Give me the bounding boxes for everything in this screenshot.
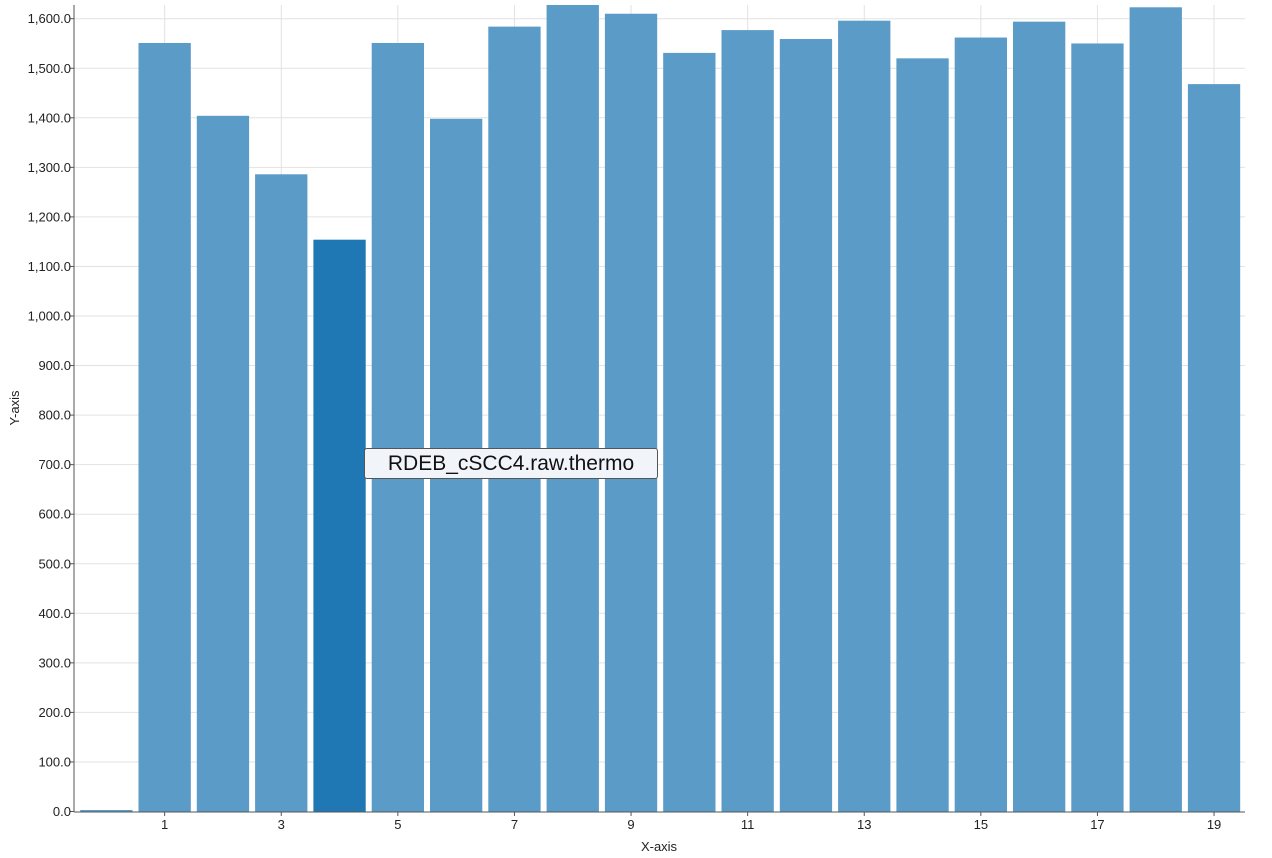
axes: [73, 5, 1245, 813]
bar[interactable]: [896, 58, 949, 812]
bar[interactable]: [546, 5, 599, 812]
y-tick-label: 300.0: [38, 655, 71, 670]
bar-tooltip: RDEB_cSCC4.raw.thermo: [364, 448, 658, 479]
y-axis-label: Y-axis: [7, 390, 22, 425]
bar[interactable]: [838, 20, 891, 812]
y-tick-label: 900.0: [38, 358, 71, 373]
bar[interactable]: [371, 42, 424, 812]
x-tick-label: 9: [627, 817, 634, 832]
bar[interactable]: [1129, 7, 1182, 812]
y-tick-label: 1,400.0: [28, 110, 71, 125]
bar[interactable]: [663, 52, 716, 812]
bar[interactable]: [1071, 43, 1124, 812]
bar[interactable]: [80, 810, 133, 812]
x-tick-label: 15: [974, 817, 988, 832]
bar[interactable]: [255, 174, 308, 812]
grid-lines: [74, 5, 1245, 812]
bar[interactable]: [779, 39, 833, 812]
x-tick-label: 19: [1207, 817, 1221, 832]
y-tick-label: 0.0: [53, 804, 71, 819]
y-tick-label: 800.0: [38, 408, 71, 423]
y-tick-label: 100.0: [38, 754, 71, 769]
x-axis-label: X-axis: [641, 839, 678, 854]
bar[interactable]: [1187, 84, 1241, 812]
y-tick-label: 400.0: [38, 606, 71, 621]
y-tick-label: 1,500.0: [28, 61, 71, 76]
y-tick-label: 1,200.0: [28, 209, 71, 224]
bar-highlighted[interactable]: [313, 239, 366, 812]
y-tick-label: 700.0: [38, 457, 71, 472]
x-tick-label: 17: [1090, 817, 1104, 832]
bar[interactable]: [604, 13, 658, 812]
x-tick-label: 5: [394, 817, 401, 832]
x-tick-label: 7: [511, 817, 518, 832]
bar[interactable]: [138, 42, 191, 812]
y-tick-label: 1,600.0: [28, 11, 71, 26]
bar[interactable]: [954, 37, 1007, 812]
bar[interactable]: [721, 30, 774, 812]
y-tick-label: 600.0: [38, 507, 71, 522]
y-tick-label: 500.0: [38, 556, 71, 571]
y-tick-label: 200.0: [38, 705, 71, 720]
bar[interactable]: [488, 26, 541, 812]
x-axis-ticks: 1 3 5 7 9 11 13 15 17 19: [161, 812, 1221, 832]
bars: [80, 5, 1241, 812]
x-tick-label: 11: [741, 817, 755, 832]
y-axis-ticks: 0.0 100.0 200.0 300.0 400.0 500.0 600.0 700.0 80…: [28, 11, 74, 819]
bar[interactable]: [1013, 21, 1066, 812]
x-tick-label: 1: [161, 817, 168, 832]
x-tick-label: 3: [278, 817, 285, 832]
y-tick-label: 1,000.0: [28, 309, 71, 324]
y-tick-label: 1,100.0: [28, 259, 71, 274]
y-tick-label: 1,300.0: [28, 160, 71, 175]
bar[interactable]: [196, 115, 250, 812]
x-tick-label: 13: [857, 817, 871, 832]
